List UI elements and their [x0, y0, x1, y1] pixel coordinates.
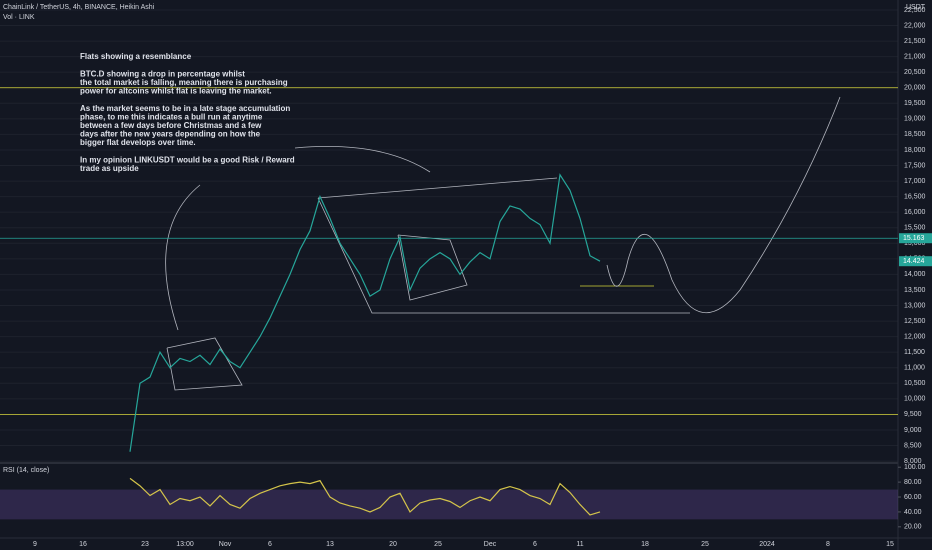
x-tick-label: 13:00: [176, 541, 194, 548]
rsi-pane: 20.00 40.00 60.00 80.00 100.00: [0, 464, 926, 531]
x-tick-label: Nov: [219, 541, 232, 548]
arrow: [294, 146, 431, 173]
y-tick-label: 11,000: [904, 365, 925, 372]
subtitle: Vol · LINK: [3, 14, 35, 21]
x-tick-label: 20: [389, 541, 397, 548]
y-tick-label: 12,500: [904, 318, 926, 325]
x-tick-label: 13: [326, 541, 334, 548]
y-tick-label: 40.00: [904, 509, 922, 516]
y-tick-label: 14,000: [904, 271, 926, 278]
price-label-box: [899, 233, 932, 244]
x-tick-label: 6: [268, 541, 272, 548]
y-tick-label: 17,000: [904, 178, 926, 185]
annotation-line: phase, to me this indicates a bull run a…: [80, 113, 263, 122]
trend-line: [317, 197, 690, 314]
series-line: [129, 173, 601, 452]
annotation-line: trade as upside: [80, 164, 139, 173]
y-tick-label: 100.00: [904, 464, 926, 471]
y-tick-label: 11,500: [904, 349, 925, 356]
x-tick-label: 6: [533, 541, 537, 548]
rsi-title: RSI (14, close): [3, 467, 49, 474]
y-tick-label: 21,000: [904, 53, 926, 60]
projection-path: [606, 96, 841, 314]
annotation: Flats showing a resemblance BTC.D showing…: [80, 52, 295, 173]
y-tick-label: 8,500: [904, 442, 922, 449]
x-tick-label: 2024: [759, 541, 775, 548]
x-tick-label: 8: [826, 541, 830, 548]
annotation-line: between a few days before Christmas and …: [80, 121, 262, 130]
y-tick-label: 60.00: [904, 494, 922, 501]
x-tick-label: 25: [434, 541, 442, 548]
y-tick-label: 10,500: [904, 380, 926, 387]
annotation-line: Flats showing a resemblance: [80, 52, 192, 61]
annotation-line: In my opinion LINKUSDT would be a good R…: [80, 156, 295, 165]
y-tick-label: 80.00: [904, 479, 922, 486]
annotation-line: power for altcoins whilst flat is leavin…: [80, 87, 272, 96]
y-tick-label: 20.00: [904, 524, 922, 531]
x-tick-label: 16: [79, 541, 87, 548]
chart-title: ChainLink / TetherUS, 4h, BINANCE, Heiki…: [3, 4, 155, 11]
y-tick-label: 16,000: [904, 209, 926, 216]
y-tick-label: 15,500: [904, 225, 926, 232]
y-tick-label: 12,000: [904, 333, 926, 340]
annotation-line: the total market is falling, meaning the…: [80, 78, 288, 87]
y-tick-label: 9,500: [904, 411, 922, 418]
y-tick-label: 21,500: [904, 38, 926, 45]
x-tick-label: 18: [641, 541, 649, 548]
y-tick-label: 19,500: [904, 100, 926, 107]
arrow: [165, 184, 201, 331]
price-label: 14.424: [903, 258, 925, 265]
price-pane: 8,000 8,500 9,000 9,500 10,000 10,500 11,000 11…: [0, 7, 932, 548]
x-tick-label: 11: [576, 541, 583, 548]
trend-line: [317, 177, 558, 199]
y-tick-label: 19,000: [904, 116, 926, 123]
annotation-line: days after the new years depending on ho…: [80, 130, 261, 139]
y-tick-label: 13,500: [904, 287, 926, 294]
x-tick-label: 25: [701, 541, 709, 548]
y-tick-label: 10,000: [904, 396, 926, 403]
price-label-box: [899, 256, 932, 267]
y-tick-label: 16,500: [904, 193, 926, 200]
annotation-line: bigger flat develops over time.: [80, 138, 196, 147]
y-tick-label: 18,500: [904, 131, 926, 138]
annotation-line: As the market seems to be in a late stag…: [80, 104, 290, 113]
drawings: [165, 96, 841, 391]
x-tick-label: Dec: [484, 541, 497, 548]
rsi-band: [0, 489, 898, 520]
y-tick-label: 20,500: [904, 69, 926, 76]
x-tick-label: 9: [33, 541, 37, 548]
flat-shape: [166, 337, 243, 391]
y-tick-label: 13,000: [904, 302, 926, 309]
grid: [0, 9, 898, 462]
series-line: [129, 477, 601, 516]
y-tick-label: 18,000: [904, 147, 926, 154]
x-tick-label: 15: [886, 541, 894, 548]
x-tick-label: 23: [141, 541, 149, 548]
axis-unit: USDT: [906, 4, 926, 11]
y-tick-label: 17,500: [904, 162, 926, 169]
y-tick-label: 8,000: [904, 458, 922, 465]
y-tick-label: 9,000: [904, 427, 922, 434]
y-tick-label: 15,000: [904, 240, 926, 247]
price-label: 15.163: [903, 235, 925, 242]
y-tick-label: 22,000: [904, 22, 926, 29]
y-tick-label: 20,000: [904, 85, 926, 92]
pane-separator: [0, 462, 898, 464]
annotation-line: BTC.D showing a drop in percentage whils…: [80, 70, 245, 79]
y-tick-label: 22,500: [904, 7, 926, 14]
